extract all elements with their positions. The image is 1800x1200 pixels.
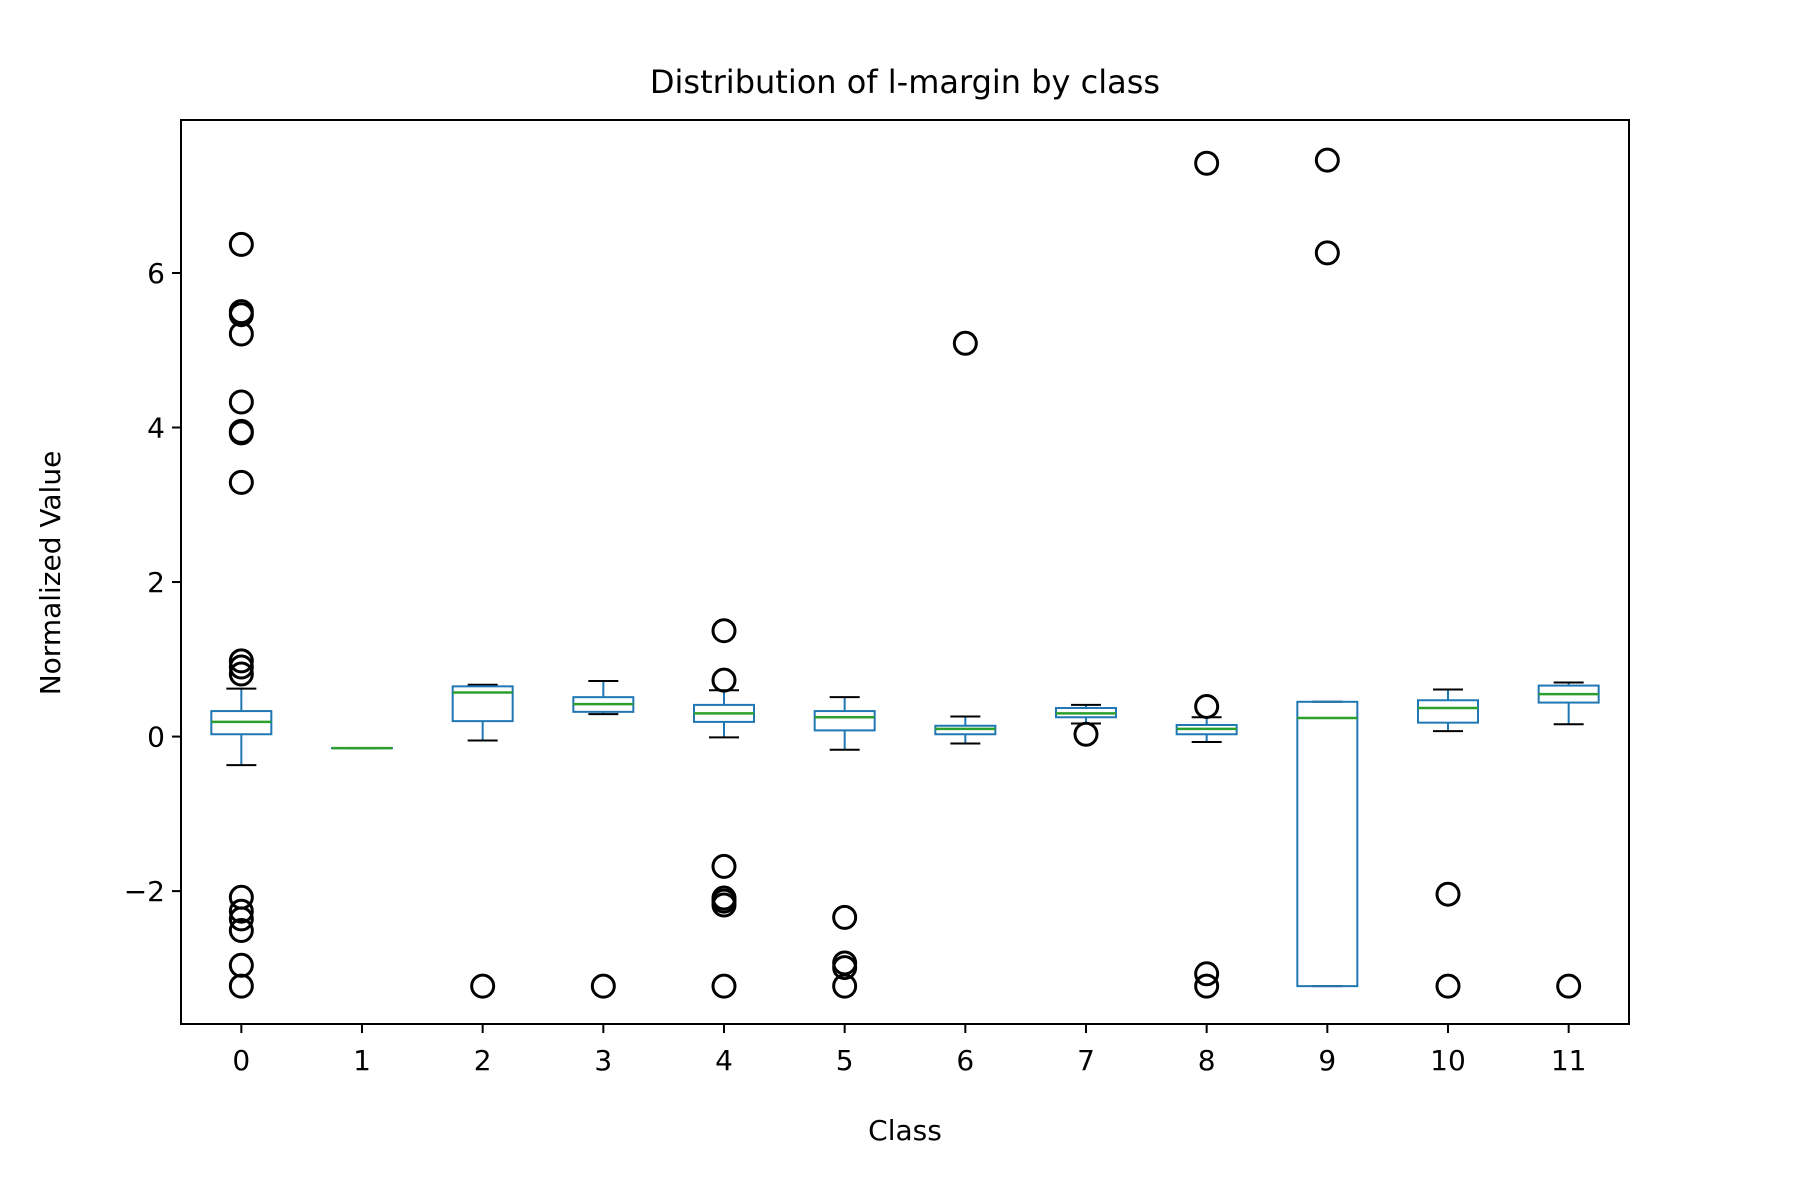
outlier-point	[711, 667, 737, 693]
outlier-point	[228, 973, 254, 999]
box	[1417, 699, 1479, 724]
y-tick-label: 2	[147, 566, 165, 599]
outlier-point	[832, 904, 858, 930]
x-tick-label: 4	[715, 1044, 733, 1077]
outlier-point	[228, 231, 254, 257]
y-tick-label: 0	[147, 721, 165, 754]
box-group-class-9	[1296, 147, 1359, 988]
x-axis: 0 1 2 3 4 5 6 7 8 9 10 11	[232, 1024, 1586, 1077]
outlier-point	[1435, 973, 1461, 999]
x-tick-label: 7	[1077, 1044, 1095, 1077]
y-tick-label: 6	[147, 257, 165, 290]
box-group-class-10	[1417, 688, 1479, 999]
box-group-class-7	[1055, 703, 1117, 747]
outlier-point	[228, 389, 254, 415]
outlier-point	[228, 420, 254, 446]
x-tick-label: 2	[474, 1044, 492, 1077]
outlier-point	[228, 321, 254, 347]
outlier-point	[1194, 693, 1220, 719]
outlier-point	[1194, 150, 1220, 176]
outlier-point	[470, 973, 496, 999]
chart-title: Distribution of l-margin by class	[650, 63, 1160, 101]
outlier-point	[711, 853, 737, 879]
x-tick-label: 10	[1430, 1044, 1466, 1077]
outlier-point	[228, 918, 254, 944]
box-group-class-6	[934, 330, 997, 745]
outlier-point	[228, 654, 254, 680]
y-tick-label: 4	[147, 412, 165, 445]
box-group-class-3	[572, 679, 635, 999]
box-group-class-4	[693, 618, 755, 999]
outlier-point	[952, 330, 978, 356]
x-tick-label: 5	[836, 1044, 854, 1077]
outlier-point	[711, 892, 737, 918]
box	[451, 685, 514, 723]
x-tick-label: 1	[353, 1044, 371, 1077]
outlier-point	[228, 661, 254, 687]
x-tick-label: 0	[232, 1044, 250, 1077]
y-axis: −2 0 2 4 6	[124, 257, 181, 908]
outlier-point	[1435, 881, 1461, 907]
outlier-point	[1314, 240, 1340, 266]
box	[1296, 700, 1359, 988]
outlier-point	[590, 973, 616, 999]
outlier-point	[832, 973, 858, 999]
outlier-point	[1194, 973, 1220, 999]
outlier-point	[711, 618, 737, 644]
outlier-point	[228, 302, 254, 328]
outlier-point	[832, 955, 858, 981]
outlier-point	[228, 469, 254, 495]
box-group-class-8	[1175, 150, 1238, 999]
plot-frame	[180, 119, 1630, 1025]
outlier-point	[1194, 961, 1220, 987]
plot-area	[210, 147, 1600, 999]
x-tick-label: 3	[594, 1044, 612, 1077]
outlier-point	[1314, 147, 1340, 173]
x-tick-label: 11	[1551, 1044, 1587, 1077]
box	[813, 710, 876, 732]
box-group-class-2	[451, 683, 514, 999]
x-axis-label: Class	[868, 1114, 942, 1147]
x-tick-label: 8	[1198, 1044, 1216, 1077]
outlier-point	[228, 906, 254, 932]
y-tick-label: −2	[124, 875, 165, 908]
y-axis-label: Normalized Value	[34, 451, 67, 696]
outlier-point	[711, 973, 737, 999]
outlier-point	[228, 898, 254, 924]
x-tick-label: 6	[956, 1044, 974, 1077]
outlier-point	[1073, 721, 1099, 747]
box-group-class-11	[1537, 681, 1600, 999]
outlier-point	[1556, 973, 1582, 999]
box-group-class-0	[210, 231, 273, 999]
x-tick-label: 9	[1318, 1044, 1336, 1077]
box-group-class-5	[813, 696, 876, 999]
outlier-point	[228, 648, 254, 674]
outlier-point	[228, 952, 254, 978]
